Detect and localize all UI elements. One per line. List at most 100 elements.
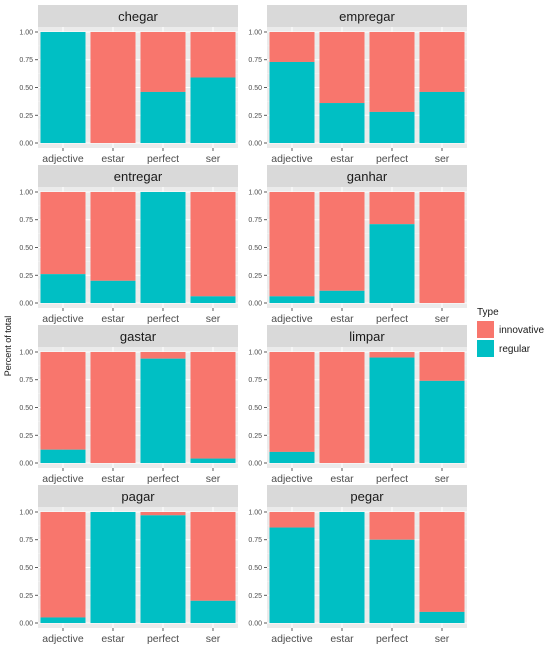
x-tick-label: adjective (42, 633, 84, 645)
bar-innovative-adjective (269, 351, 315, 452)
bar-innovative-ser (190, 351, 236, 459)
bar-innovative-estar (90, 31, 136, 144)
legend-key-innovative (477, 321, 494, 338)
panel-title: pagar (121, 489, 155, 504)
bar-innovative-adjective (40, 511, 86, 618)
bar-innovative-perfect (369, 351, 415, 358)
y-tick-label: 0.75 (248, 57, 262, 64)
bar-regular-perfect (369, 224, 415, 304)
x-tick-label: adjective (42, 473, 84, 485)
y-tick-label: 0.00 (248, 141, 262, 148)
y-tick-label: 0.00 (248, 461, 262, 468)
y-tick-label: 0.25 (19, 433, 33, 440)
x-tick-label: estar (101, 153, 125, 165)
x-tick-label: perfect (147, 633, 179, 645)
bar-innovative-estar (319, 191, 365, 291)
panel-pegar: pegar adjective estar perfect ser 0.00 0.25 0.5… (248, 485, 467, 645)
x-tick-label: estar (330, 633, 354, 645)
panel-strip (38, 165, 238, 187)
y-axis-title: Percent of total (3, 316, 13, 377)
bar-innovative-ser (190, 191, 236, 297)
y-tick-label: 0.50 (19, 85, 33, 92)
x-tick-label: ser (206, 313, 221, 325)
y-tick-label: 0.25 (248, 433, 262, 440)
bar-innovative-perfect (140, 31, 186, 92)
bar-innovative-estar (319, 351, 365, 464)
bar-innovative-adjective (40, 351, 86, 450)
x-tick-label: estar (101, 473, 125, 485)
y-tick-label: 0.00 (19, 621, 33, 628)
x-tick-label: perfect (376, 473, 408, 485)
y-tick-label: 0.00 (248, 301, 262, 308)
bar-regular-estar (90, 280, 136, 304)
x-tick-label: adjective (271, 313, 313, 325)
legend-title: Type (477, 307, 499, 318)
y-tick-label: 0.75 (19, 537, 33, 544)
y-tick-label: 0.75 (248, 537, 262, 544)
y-tick-label: 1.00 (248, 509, 262, 516)
bar-innovative-estar (90, 191, 136, 281)
bar-innovative-adjective (269, 191, 315, 297)
x-tick-label: adjective (271, 633, 313, 645)
bar-regular-perfect (140, 358, 186, 464)
bar-regular-estar (319, 290, 365, 304)
panel-pagar: pagar adjective estar perfect ser 0.00 0.25 0.5… (19, 485, 238, 645)
panel-strip (267, 165, 467, 187)
y-tick-label: 0.50 (19, 565, 33, 572)
y-tick-label: 0.50 (248, 565, 262, 572)
y-tick-label: 0.50 (19, 405, 33, 412)
y-tick-label: 0.00 (19, 461, 33, 468)
bar-innovative-perfect (140, 351, 186, 359)
bar-regular-perfect (369, 111, 415, 144)
x-tick-label: ser (206, 633, 221, 645)
x-tick-label: estar (330, 153, 354, 165)
y-tick-label: 0.00 (19, 301, 33, 308)
panel-title: chegar (118, 9, 158, 24)
legend-key-regular (477, 340, 494, 357)
x-tick-label: perfect (147, 313, 179, 325)
y-tick-label: 0.25 (248, 113, 262, 120)
y-tick-label: 0.25 (19, 273, 33, 280)
x-tick-label: ser (435, 313, 450, 325)
bar-innovative-adjective (40, 191, 86, 275)
bar-regular-adjective (269, 527, 315, 624)
bar-innovative-perfect (369, 511, 415, 540)
y-tick-label: 1.00 (248, 349, 262, 356)
x-tick-label: perfect (147, 473, 179, 485)
x-tick-label: estar (101, 633, 125, 645)
panel-title: gastar (120, 329, 157, 344)
x-tick-label: adjective (42, 153, 84, 165)
bar-regular-estar (319, 103, 365, 144)
panel-title: ganhar (347, 169, 388, 184)
bar-innovative-ser (419, 351, 465, 381)
y-tick-label: 0.25 (248, 593, 262, 600)
x-tick-label: perfect (376, 153, 408, 165)
y-tick-label: 0.25 (248, 273, 262, 280)
panel-title: pegar (350, 489, 384, 504)
bar-regular-ser (419, 91, 465, 144)
bar-regular-adjective (269, 451, 315, 464)
bar-innovative-perfect (140, 511, 186, 516)
y-tick-label: 0.00 (248, 621, 262, 628)
bar-innovative-ser (419, 31, 465, 92)
y-tick-label: 1.00 (19, 349, 33, 356)
panel-title: entregar (114, 169, 163, 184)
x-tick-label: ser (435, 153, 450, 165)
bar-regular-ser (419, 380, 465, 464)
bar-regular-ser (419, 611, 465, 624)
panel-entregar: entregar adjective estar perfect ser 0.00 0.25… (19, 165, 238, 325)
bar-regular-perfect (140, 191, 186, 304)
y-tick-label: 0.75 (19, 57, 33, 64)
panel-title: limpar (349, 329, 385, 344)
bar-regular-perfect (140, 515, 186, 624)
bar-innovative-perfect (369, 31, 415, 112)
y-tick-label: 0.75 (248, 217, 262, 224)
bar-regular-adjective (40, 617, 86, 624)
y-tick-label: 0.50 (19, 245, 33, 252)
bar-regular-adjective (40, 274, 86, 304)
bar-regular-adjective (269, 61, 315, 144)
bar-regular-perfect (140, 91, 186, 144)
y-tick-label: 0.50 (248, 245, 262, 252)
panel-strip (38, 485, 238, 507)
panel-strip (38, 325, 238, 347)
